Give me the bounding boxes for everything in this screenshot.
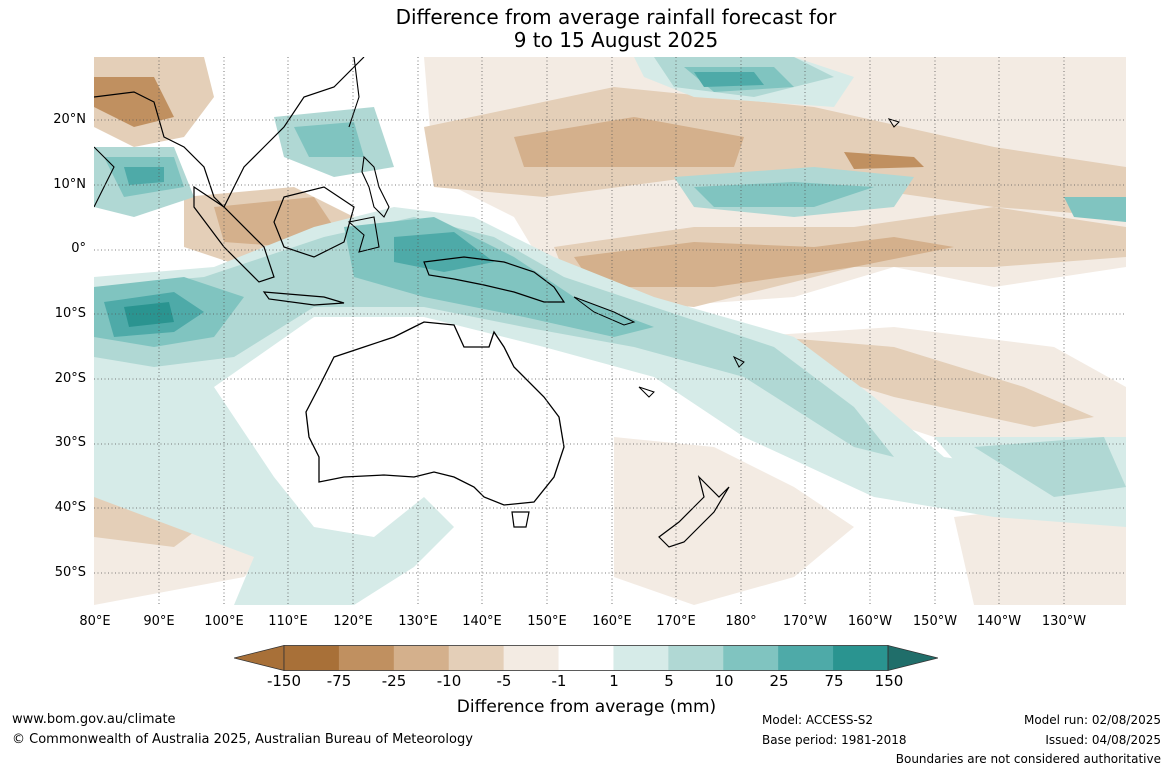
lat-label-40s: 40°S	[54, 500, 86, 515]
tasmania-outline	[511, 511, 530, 528]
model-name: Model: ACCESS-S2	[762, 713, 874, 727]
colorbar-segment	[284, 645, 340, 671]
lon-label-140e: 140°E	[462, 614, 502, 629]
asia-coastline	[94, 57, 365, 209]
issued-date: Issued: 04/08/2025	[1045, 733, 1161, 747]
dry-band-north-pacific	[424, 87, 1126, 217]
lon-label-170e: 170°E	[656, 614, 696, 629]
colorbar-tick: -150	[266, 672, 302, 690]
lon-label-100e: 100°E	[204, 614, 244, 629]
colorbar-tick: 5	[664, 672, 674, 690]
colorbar-tick: -10	[436, 672, 462, 690]
java-outline	[262, 291, 345, 306]
lon-label-140w: 140°W	[976, 614, 1022, 629]
colorbar-segment	[503, 645, 560, 671]
lon-label-160e: 160°E	[592, 614, 632, 629]
colorbar-label: Difference from average (mm)	[456, 697, 717, 717]
lon-label-110e: 110°E	[268, 614, 308, 629]
lat-label-0: 0°	[71, 241, 86, 256]
rainfall-anomaly-map	[94, 57, 1126, 605]
lon-label-130e: 130°E	[398, 614, 438, 629]
colorbar-segment	[338, 645, 395, 671]
colorbar-tick: 150	[874, 672, 904, 690]
lon-label-150w: 150°W	[912, 614, 958, 629]
lon-label-170w: 170°W	[782, 614, 828, 629]
lat-label-20n: 20°N	[53, 112, 86, 127]
colorbar-segment	[723, 645, 779, 671]
lat-label-30s: 30°S	[54, 435, 86, 450]
lon-label-180: 180°	[725, 614, 757, 629]
colorbar-segment	[613, 645, 669, 671]
new-zealand-outline	[658, 475, 730, 548]
map-subtitle: 9 to 15 August 2025	[513, 28, 719, 52]
colorbar-tick: 75	[824, 672, 844, 690]
colorbar	[234, 645, 938, 671]
lat-label-50s: 50°S	[54, 565, 86, 580]
colorbar-segment	[448, 645, 505, 671]
lon-label-90e: 90°E	[143, 614, 175, 629]
map-title: Difference from average rainfall forecas…	[395, 5, 837, 29]
colorbar-tick: 25	[769, 672, 789, 690]
lat-label-20s: 20°S	[54, 371, 86, 386]
sumatra-outline	[193, 185, 275, 283]
colorbar-tick: -25	[381, 672, 407, 690]
colorbar-tick: -75	[326, 672, 352, 690]
colorbar-segment	[833, 645, 889, 671]
lat-label-10s: 10°S	[54, 306, 86, 321]
lon-label-150e: 150°E	[527, 614, 567, 629]
lon-label-80e: 80°E	[79, 614, 111, 629]
dry-region-south-pacific	[614, 437, 854, 605]
colorbar-arrow-low	[234, 645, 285, 671]
new-guinea-outline	[423, 256, 566, 303]
lon-label-120e: 120°E	[333, 614, 373, 629]
colorbar-segment	[668, 645, 724, 671]
model-run-date: Model run: 02/08/2025	[1023, 713, 1161, 727]
copyright-text: © Commonwealth of Australia 2025, Austra…	[12, 732, 473, 747]
colorbar-segment	[778, 645, 834, 671]
australia-outline	[305, 321, 565, 506]
lat-label-10n: 10°N	[53, 177, 86, 192]
colorbar-segment	[558, 645, 614, 671]
base-period: Base period: 1981-2018	[762, 733, 907, 747]
colorbar-segment	[393, 645, 450, 671]
colorbar-tick: -5	[496, 672, 512, 690]
philippines-outline	[361, 155, 390, 218]
colorbar-tick: -1	[551, 672, 567, 690]
boundaries-note: Boundaries are not considered authoritat…	[895, 752, 1161, 766]
colorbar-tick: 1	[609, 672, 619, 690]
lon-label-130w: 130°W	[1041, 614, 1087, 629]
graticule-lines	[94, 57, 1126, 605]
colorbar-arrow-high	[887, 645, 938, 671]
website-link[interactable]: www.bom.gov.au/climate	[12, 712, 176, 727]
borneo-outline	[273, 186, 355, 258]
colorbar-tick: 10	[714, 672, 734, 690]
lon-label-160w: 160°W	[847, 614, 893, 629]
